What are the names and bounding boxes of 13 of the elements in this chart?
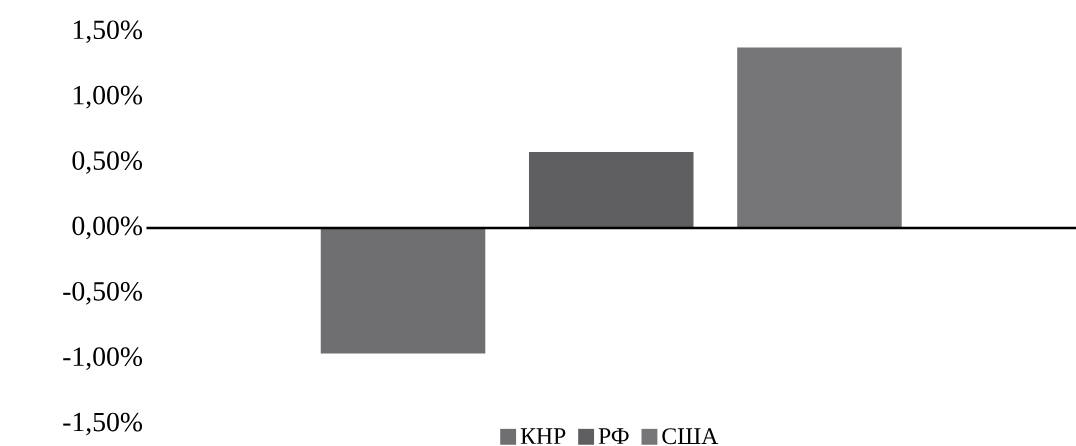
bar <box>320 227 486 354</box>
y-tick-label: 0,50% <box>72 151 143 174</box>
legend-label: РФ <box>598 428 629 444</box>
y-tick-label: 0,00% <box>72 216 143 240</box>
legend-label: КНР <box>520 428 566 444</box>
y-tick-label: -0,50% <box>63 282 143 305</box>
y-tick-label: 1,00% <box>73 85 143 109</box>
y-tick-label: -1,00% <box>63 347 143 371</box>
y-tick-label: -1,50% <box>63 412 143 436</box>
y-tick-label: 1,50% <box>73 20 143 44</box>
bar <box>737 47 902 228</box>
legend-label: США <box>662 428 719 445</box>
bar <box>528 152 694 228</box>
